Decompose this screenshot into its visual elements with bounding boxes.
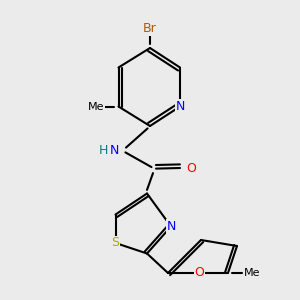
- Text: O: O: [187, 161, 196, 175]
- Text: S: S: [112, 236, 119, 250]
- Text: Me: Me: [88, 101, 104, 112]
- Text: Br: Br: [143, 22, 157, 35]
- Text: H: H: [99, 143, 109, 157]
- Text: N: N: [110, 143, 119, 157]
- Text: O: O: [195, 266, 204, 280]
- Text: N: N: [166, 220, 176, 233]
- Text: Me: Me: [244, 268, 260, 278]
- Text: N: N: [175, 100, 185, 113]
